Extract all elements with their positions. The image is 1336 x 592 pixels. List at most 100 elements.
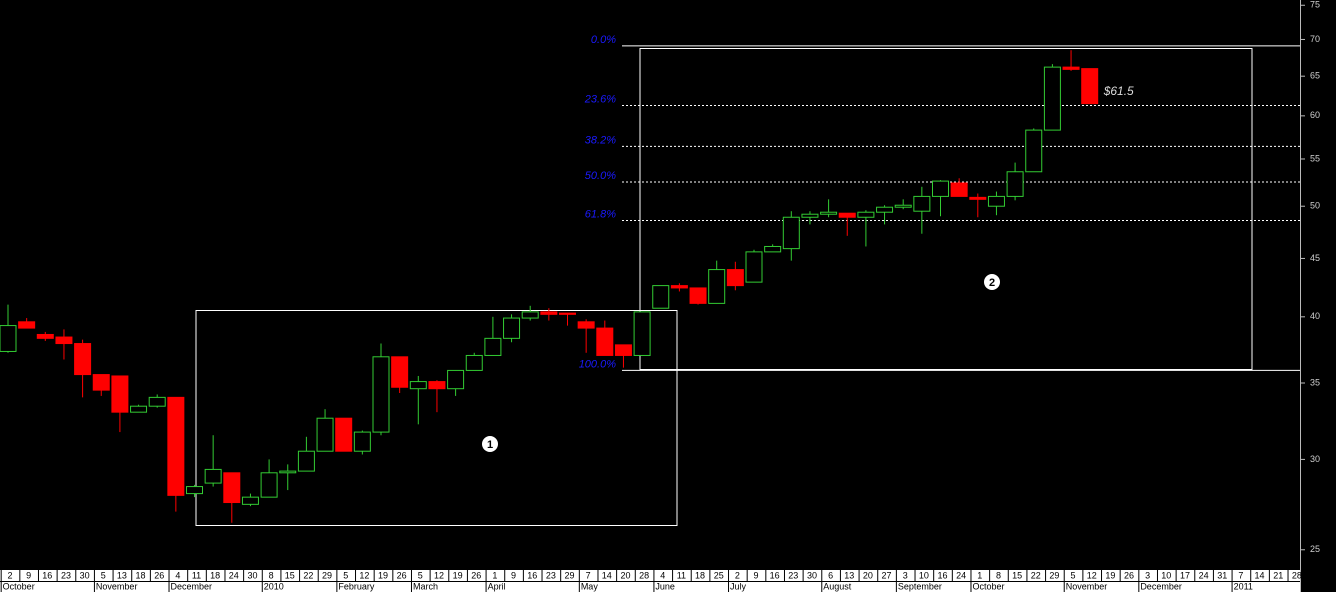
candle-body [130,405,148,413]
y-tick-label: 30 [1310,454,1320,464]
candle-body [18,321,36,329]
candle-body [820,211,838,215]
x-tick-label: 12 [359,570,369,580]
month-label: February [338,581,375,591]
x-tick-label: 18 [210,570,220,580]
candle-body [279,470,297,474]
range-box [195,310,678,526]
x-tick-label: 14 [602,570,612,580]
x-tick-label: 4 [175,570,180,580]
y-tick-label: 45 [1310,253,1320,263]
month-label: 2010 [264,581,284,591]
candle-body [559,312,576,315]
x-tick-label: 11 [677,570,686,580]
range-box [639,48,1253,370]
x-tick-label: 11 [192,570,201,580]
fib-label: 50.0% [585,170,616,182]
x-tick-label: 30 [80,570,90,580]
x-tick-label: 26 [154,570,164,580]
fib-label: 61.8% [585,208,616,220]
month-label: November [96,581,138,591]
marker-circle [482,436,498,452]
candle-body [950,182,968,197]
marker-label: 2 [989,277,995,289]
candle-body [297,450,315,472]
x-tick-label: 5 [418,570,423,580]
x-tick-label: 1 [977,570,982,580]
x-tick-label: 26 [1124,570,1134,580]
candle-body [876,206,894,213]
x-tick-label: 9 [511,570,516,580]
month-label: December [1140,581,1182,591]
candle-body [484,337,502,356]
x-tick-label: 23 [788,570,798,580]
candle-body [111,375,129,413]
candle-body [577,321,595,329]
y-tick-label: 75 [1310,0,1320,10]
y-tick-label: 60 [1310,110,1320,120]
x-tick-label: 25 [714,570,724,580]
x-tick-label: 14 [1255,570,1265,580]
candle-body [521,311,539,319]
x-tick-label: 30 [807,570,817,580]
candle-body [689,287,707,304]
x-tick-label: 18 [695,570,705,580]
y-tick-label: 55 [1310,153,1320,163]
candle-body [838,212,856,218]
candle-body [782,216,800,250]
candle-body [670,285,688,289]
x-tick-label: 31 [1217,570,1227,580]
x-tick-label: 20 [620,570,630,580]
x-tick-label: 26 [471,570,481,580]
candle-body [932,180,949,197]
candle-body [36,333,54,339]
month-label: October [3,581,35,591]
x-tick-label: 16 [42,570,52,580]
x-tick-label: 5 [1071,570,1076,580]
x-tick-label: 22 [303,570,313,580]
x-tick-label: 12 [434,570,444,580]
candle-body [1043,66,1061,131]
candle-body [913,195,931,212]
candle-body [614,344,632,356]
x-tick-label: 13 [844,570,854,580]
x-tick-label: 19 [453,570,463,580]
candle-body [1081,68,1099,105]
candle-body [167,396,185,496]
price-label: $61.5 [1103,84,1134,98]
x-tick-label: 19 [378,570,388,580]
x-tick-label: 3 [1145,570,1150,580]
y-tick-label: 25 [1310,544,1320,554]
candle-body [204,468,222,484]
candle-body [92,374,110,391]
candle-body [372,356,390,433]
x-tick-label: 2 [735,570,740,580]
candle-body [540,311,558,315]
candle-body [857,211,875,218]
candle-body [223,472,241,504]
x-tick-label: 10 [1161,570,1171,580]
x-tick-label: 28 [639,570,649,580]
candle-body [353,431,371,452]
candle-body [316,417,334,452]
candle-body [1025,129,1043,173]
x-tick-label: 17 [1180,570,1190,580]
x-tick-label: 10 [919,570,929,580]
x-tick-label: 27 [882,570,892,580]
x-tick-label: 7 [586,570,591,580]
candle-body [55,336,73,345]
fib-label: 23.6% [584,93,616,105]
x-tick-label: 28 [1292,570,1302,580]
marker-circle [984,274,1000,290]
candle-body [0,325,17,352]
x-tick-label: 16 [527,570,537,580]
x-tick-label: 16 [770,570,780,580]
candle-body [74,343,92,376]
x-tick-label: 29 [1049,570,1059,580]
y-tick-label: 70 [1310,34,1320,44]
x-tick-label: 1 [492,570,497,580]
x-tick-label: 29 [564,570,574,580]
candle-body [186,486,203,495]
